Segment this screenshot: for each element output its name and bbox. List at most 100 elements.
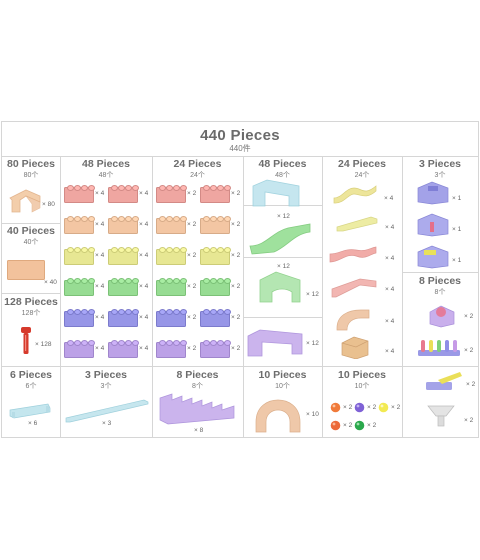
brick-piece (156, 216, 187, 234)
brick-stud (111, 247, 118, 253)
brick-stud (224, 185, 231, 191)
brick-stud (210, 185, 217, 191)
brick-stud (81, 340, 88, 346)
brick-stud (210, 247, 217, 253)
brick-piece (108, 340, 139, 358)
qty-label: × 2 (187, 283, 197, 290)
grid-line-bottom (2, 366, 478, 367)
brick-piece (200, 185, 231, 203)
brick-stud (81, 185, 88, 191)
brick-stud (217, 185, 224, 191)
qty-label: × 2 (187, 190, 197, 197)
brick-piece (200, 247, 231, 265)
brick-stud (111, 309, 118, 315)
qty-label: × 1 (452, 226, 462, 233)
brick-piece (64, 309, 95, 327)
brick-stud (88, 309, 95, 315)
quarter-curve-piece (336, 309, 370, 331)
brick-stud (224, 340, 231, 346)
brick-stud (74, 340, 81, 346)
stair-block-piece (159, 393, 235, 425)
brick-piece (108, 309, 139, 327)
qty-label: × 4 (95, 314, 105, 321)
brick-stud (180, 247, 187, 253)
brick-stud (132, 216, 139, 222)
qty-label: × 4 (139, 252, 149, 259)
brick-stud (203, 309, 210, 315)
qty-label: × 2 (187, 221, 197, 228)
grid-line-col3-2 (243, 257, 322, 258)
qty-label: × 6 (28, 420, 38, 427)
qty-label: × 2 (343, 422, 353, 429)
u-turn-curve-piece (255, 399, 301, 433)
brick-stud (125, 340, 132, 346)
grid-line-left-1 (2, 223, 60, 224)
brick-stud (180, 309, 187, 315)
brick-stud (88, 340, 95, 346)
parts-sheet: 440 Pieces 440件 80 Pieces 80个 40 Pieces … (1, 121, 479, 438)
brick-piece (64, 247, 95, 265)
group-header-8-stairs: 8 Pieces 8个 (176, 369, 219, 390)
qty-label: × 2 (231, 221, 241, 228)
qty-label: × 4 (95, 221, 105, 228)
brick-piece (108, 278, 139, 296)
qty-label: × 4 (385, 318, 395, 325)
brick-piece (64, 278, 95, 296)
brick-stud (159, 247, 166, 253)
brick-stud (159, 278, 166, 284)
qty-label: × 4 (139, 283, 149, 290)
brick-stud (88, 185, 95, 191)
u-block-piece (252, 179, 300, 207)
brick-stud (173, 185, 180, 191)
brick-stud (166, 309, 173, 315)
brick-stud (74, 309, 81, 315)
brick-stud (217, 309, 224, 315)
brick-stud (74, 216, 81, 222)
orange-ball-icon (330, 402, 341, 413)
brick-stud (132, 247, 139, 253)
brick-stud (125, 185, 132, 191)
qty-label: × 12 (306, 340, 319, 347)
brick-stud (166, 185, 173, 191)
aqua-rail-piece (9, 403, 51, 419)
brick-stud (159, 185, 166, 191)
grid-line-v1 (60, 156, 61, 437)
brick-stud (111, 185, 118, 191)
brick-stud (159, 309, 166, 315)
grid-line-v6 (152, 366, 153, 437)
qty-label: × 4 (385, 348, 395, 355)
qty-label: × 2 (187, 314, 197, 321)
brick-stud (173, 247, 180, 253)
brick-stud (180, 278, 187, 284)
brick-stud (159, 340, 166, 346)
qty-label: × 4 (95, 252, 105, 259)
group-header-24-tracks: 24 Pieces 24个 (338, 158, 386, 179)
brick-piece (108, 216, 139, 234)
qty-label: × 2 (466, 381, 476, 388)
brick-stud (180, 185, 187, 191)
brick-stud (88, 278, 95, 284)
brick-stud (166, 216, 173, 222)
qty-label: × 2 (187, 252, 197, 259)
group-header-40: 40 Pieces 40个 (7, 225, 55, 246)
brick-piece (64, 216, 95, 234)
qty-label: × 4 (139, 314, 149, 321)
qty-label: × 1 (452, 195, 462, 202)
brick-stud (166, 278, 173, 284)
brick-piece (156, 247, 187, 265)
grid-line-top (2, 156, 478, 157)
purple-ball-icon (354, 402, 365, 413)
qty-label: × 2 (231, 190, 241, 197)
brick-stud (74, 185, 81, 191)
brick-stud (203, 185, 210, 191)
brick-stud (111, 216, 118, 222)
qty-label: × 2 (391, 404, 401, 411)
pin-bar-piece (418, 340, 460, 356)
brick-stud (125, 278, 132, 284)
brick-stud (173, 340, 180, 346)
brick-stud (132, 185, 139, 191)
brick-piece (156, 340, 187, 358)
brick-stud (118, 340, 125, 346)
tunnel-block-piece (247, 329, 303, 357)
grid-line-v5 (402, 156, 403, 437)
